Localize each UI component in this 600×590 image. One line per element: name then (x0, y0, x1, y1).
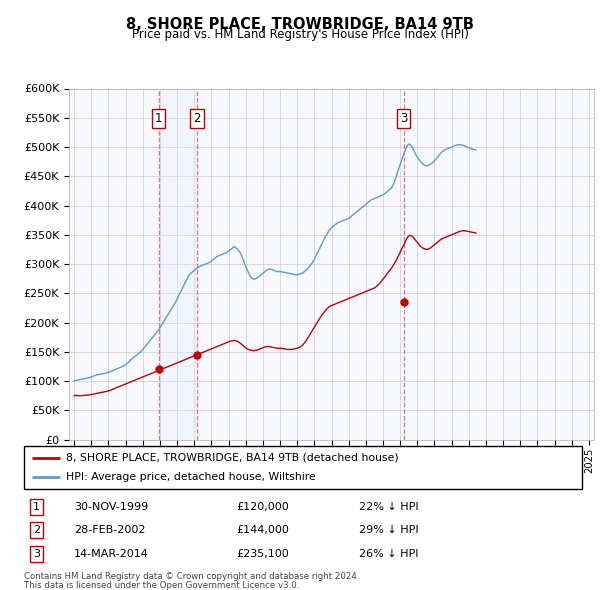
Text: 3: 3 (400, 112, 407, 125)
Text: Contains HM Land Registry data © Crown copyright and database right 2024.: Contains HM Land Registry data © Crown c… (24, 572, 359, 581)
Text: 22% ↓ HPI: 22% ↓ HPI (359, 502, 418, 512)
Text: 8, SHORE PLACE, TROWBRIDGE, BA14 9TB (detached house): 8, SHORE PLACE, TROWBRIDGE, BA14 9TB (de… (66, 453, 398, 463)
Text: Price paid vs. HM Land Registry's House Price Index (HPI): Price paid vs. HM Land Registry's House … (131, 28, 469, 41)
Text: 1: 1 (155, 112, 162, 125)
Text: 28-FEB-2002: 28-FEB-2002 (74, 525, 146, 535)
Text: 14-MAR-2014: 14-MAR-2014 (74, 549, 149, 559)
Text: 3: 3 (33, 549, 40, 559)
Text: 30-NOV-1999: 30-NOV-1999 (74, 502, 148, 512)
Text: 8, SHORE PLACE, TROWBRIDGE, BA14 9TB: 8, SHORE PLACE, TROWBRIDGE, BA14 9TB (126, 17, 474, 31)
Text: £144,000: £144,000 (236, 525, 289, 535)
Text: This data is licensed under the Open Government Licence v3.0.: This data is licensed under the Open Gov… (24, 581, 299, 590)
Text: 2: 2 (33, 525, 40, 535)
Text: HPI: Average price, detached house, Wiltshire: HPI: Average price, detached house, Wilt… (66, 472, 316, 482)
Text: £120,000: £120,000 (236, 502, 289, 512)
Text: 26% ↓ HPI: 26% ↓ HPI (359, 549, 418, 559)
Text: 1: 1 (33, 502, 40, 512)
Text: £235,100: £235,100 (236, 549, 289, 559)
Text: 2: 2 (193, 112, 201, 125)
Text: 29% ↓ HPI: 29% ↓ HPI (359, 525, 418, 535)
Bar (158, 88, 197, 440)
